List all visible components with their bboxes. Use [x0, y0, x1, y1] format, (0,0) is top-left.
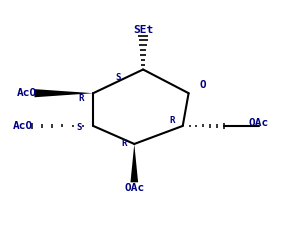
Text: S: S: [115, 73, 121, 82]
Text: SEt: SEt: [133, 25, 153, 35]
Text: OAc: OAc: [124, 183, 145, 193]
Polygon shape: [35, 89, 93, 97]
Polygon shape: [130, 144, 138, 182]
Text: S: S: [77, 123, 82, 131]
Text: R: R: [79, 94, 84, 103]
Text: AcO: AcO: [17, 88, 37, 98]
Text: R: R: [170, 116, 175, 125]
Text: R: R: [121, 139, 127, 148]
Text: OAc: OAc: [249, 118, 269, 128]
Text: O: O: [200, 80, 207, 90]
Text: AcO: AcO: [13, 121, 33, 131]
